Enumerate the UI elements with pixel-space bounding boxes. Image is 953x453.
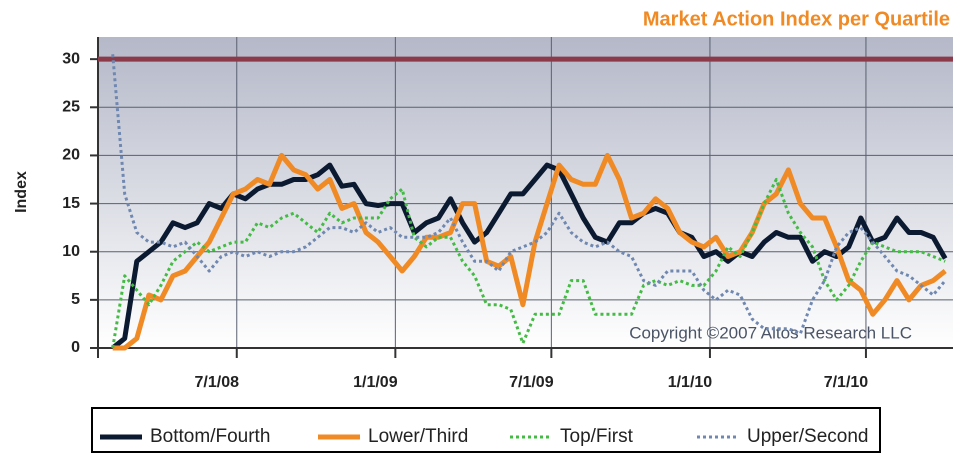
legend-label: Top/First xyxy=(560,426,634,447)
legend-label: Bottom/Fourth xyxy=(150,426,270,447)
series-line xyxy=(111,162,948,350)
legend-box xyxy=(91,407,881,453)
y-tick-label: 25 xyxy=(62,99,80,116)
x-tick-label: 7/1/09 xyxy=(509,374,554,391)
y-tick-label: 20 xyxy=(62,147,80,164)
y-tick-label: 30 xyxy=(62,50,80,67)
legend-label: Upper/Second xyxy=(747,426,868,447)
y-tick-label: 0 xyxy=(71,339,80,356)
y-tick-label: 10 xyxy=(62,243,80,260)
x-tick-label: 7/1/08 xyxy=(195,374,240,391)
x-tick-label: 1/1/10 xyxy=(668,374,713,391)
copyright: Copyright ©2007 Altos Research LLC xyxy=(629,323,912,342)
series-line xyxy=(112,152,947,351)
chart-title: Market Action Index per Quartile xyxy=(643,8,950,30)
legend-label: Lower/Third xyxy=(368,426,468,447)
y-axis-label: Index xyxy=(13,171,30,213)
x-tick-label: 1/1/09 xyxy=(353,374,398,391)
y-tick-label: 15 xyxy=(62,195,80,212)
y-tick-label: 5 xyxy=(71,291,80,308)
x-tick-label: 7/1/10 xyxy=(824,374,869,391)
